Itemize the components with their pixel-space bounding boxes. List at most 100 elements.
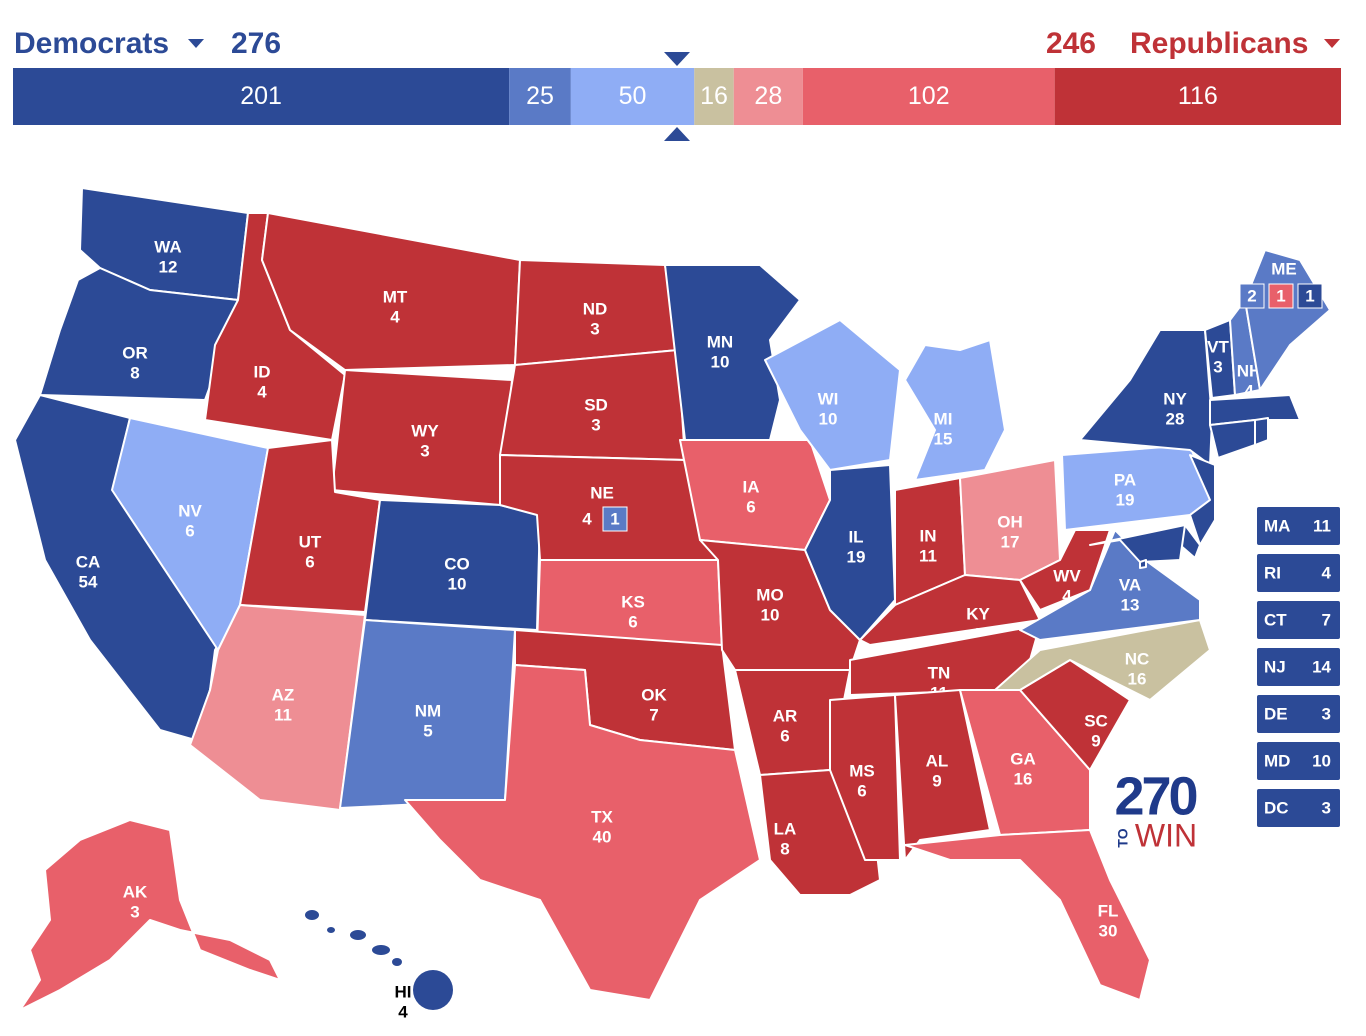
state-votes: 40 bbox=[593, 827, 612, 846]
dem-dropdown-caret[interactable] bbox=[188, 39, 204, 48]
small-state-box[interactable] bbox=[1257, 507, 1340, 545]
small-state-votes: 7 bbox=[1322, 610, 1331, 629]
state-shape bbox=[904, 339, 1006, 481]
state-votes: 8 bbox=[973, 624, 982, 643]
state-votes: 16 bbox=[1128, 669, 1147, 688]
small-state-votes: 3 bbox=[1322, 798, 1331, 817]
small-state-votes: 14 bbox=[1312, 657, 1331, 676]
state-abbr: IA bbox=[743, 477, 760, 496]
bar-segment bbox=[570, 68, 695, 125]
state-abbr: OH bbox=[997, 512, 1023, 531]
state-abbr: WA bbox=[154, 237, 181, 256]
state-abbr: UT bbox=[299, 532, 322, 551]
small-state-box[interactable] bbox=[1257, 695, 1340, 733]
district-box bbox=[1268, 283, 1294, 309]
state-votes: 3 bbox=[130, 902, 139, 921]
state-votes: 10 bbox=[711, 352, 730, 371]
small-state-box[interactable] bbox=[1257, 789, 1340, 827]
state-abbr: SD bbox=[584, 395, 608, 414]
bar-segment-label: 102 bbox=[908, 82, 950, 110]
state-abbr: ME bbox=[1271, 259, 1297, 278]
state-votes: 12 bbox=[159, 257, 178, 276]
bar-segment-label: 116 bbox=[1178, 82, 1218, 110]
state-abbr: AL bbox=[926, 751, 949, 770]
logo-win: WIN bbox=[1135, 817, 1197, 853]
state-shape bbox=[327, 927, 335, 933]
state-shape bbox=[350, 930, 366, 940]
state-votes: 6 bbox=[780, 726, 789, 745]
bar-segment bbox=[802, 68, 1055, 125]
state-abbr: VA bbox=[1119, 575, 1141, 594]
state-votes: 3 bbox=[590, 319, 599, 338]
small-state-abbr: DE bbox=[1264, 704, 1288, 723]
small-state-box[interactable] bbox=[1257, 742, 1340, 780]
state-votes: 11 bbox=[919, 546, 937, 565]
state-votes: 9 bbox=[1091, 731, 1100, 750]
state-votes: 3 bbox=[1213, 357, 1222, 376]
state-abbr: FL bbox=[1098, 901, 1119, 920]
rep-dropdown-caret[interactable] bbox=[1324, 39, 1340, 48]
state-abbr: IL bbox=[848, 527, 863, 546]
state-shape bbox=[1209, 394, 1301, 426]
small-state-votes: 11 bbox=[1313, 516, 1331, 535]
state-abbr: MO bbox=[756, 585, 783, 604]
state-abbr: MS bbox=[849, 761, 875, 780]
state-shape bbox=[1139, 559, 1147, 569]
small-state-list: MA 11 RI 4 CT 7 NJ 14 DE 3 MD 10 DC 3 bbox=[1257, 507, 1340, 827]
state-abbr: OK bbox=[641, 685, 667, 704]
bar-segment-label: 28 bbox=[754, 82, 782, 110]
state-abbr: KY bbox=[966, 604, 990, 623]
state-votes: 10 bbox=[761, 605, 780, 624]
state-shape bbox=[372, 945, 390, 955]
small-state-abbr: CT bbox=[1264, 610, 1287, 629]
state-votes: 7 bbox=[649, 705, 658, 724]
small-state-box[interactable] bbox=[1257, 554, 1340, 592]
rep-label[interactable]: Republicans bbox=[1130, 27, 1308, 60]
state-shape bbox=[1089, 524, 1186, 563]
state-votes: 30 bbox=[1099, 921, 1118, 940]
state-shape bbox=[364, 499, 541, 631]
state-abbr: KS bbox=[621, 592, 645, 611]
state-abbr: AZ bbox=[272, 685, 295, 704]
state-abbr: CA bbox=[76, 552, 101, 571]
state-votes: 9 bbox=[932, 771, 941, 790]
state-votes: 4 bbox=[390, 307, 400, 326]
small-state-box[interactable] bbox=[1257, 601, 1340, 639]
state-votes: 6 bbox=[857, 781, 866, 800]
state-shape bbox=[404, 664, 761, 1001]
state-abbr: WV bbox=[1053, 566, 1081, 585]
bar-segment bbox=[733, 68, 803, 125]
majority-marker-top bbox=[664, 52, 690, 66]
district-votes: 1 bbox=[1276, 286, 1285, 305]
state-abbr: GA bbox=[1010, 749, 1036, 768]
state-votes: 8 bbox=[780, 839, 789, 858]
dem-label[interactable]: Democrats bbox=[14, 27, 169, 60]
state-votes: 54 bbox=[79, 572, 98, 591]
state-abbr: NY bbox=[1163, 389, 1187, 408]
bar-segment bbox=[13, 68, 510, 125]
state-abbr: ND bbox=[583, 299, 608, 318]
state-votes: 4 bbox=[1062, 586, 1072, 605]
state-votes: 4 bbox=[1244, 381, 1254, 400]
state-votes: 6 bbox=[746, 497, 755, 516]
state-shape bbox=[764, 319, 901, 471]
state-shape bbox=[1209, 419, 1256, 459]
state-shape bbox=[829, 694, 901, 861]
small-state-abbr: MA bbox=[1264, 516, 1290, 535]
district-box bbox=[1239, 283, 1265, 309]
state-abbr: HI bbox=[395, 982, 412, 1001]
small-state-box[interactable] bbox=[1257, 648, 1340, 686]
rep-total: 246 bbox=[1046, 27, 1096, 60]
bar-segment-label: 50 bbox=[619, 82, 647, 110]
logo-to: TO bbox=[1115, 828, 1131, 847]
district-box bbox=[602, 506, 628, 532]
state-votes: 10 bbox=[819, 409, 838, 428]
state-abbr: TX bbox=[591, 807, 613, 826]
state-abbr: TN bbox=[928, 663, 951, 682]
state-shape bbox=[413, 970, 453, 1010]
logo-number: 270 bbox=[1114, 766, 1196, 826]
state-votes: 16 bbox=[1014, 769, 1033, 788]
